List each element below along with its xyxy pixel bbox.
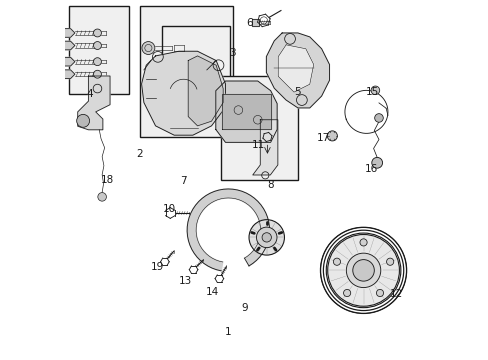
Polygon shape (222, 94, 270, 130)
Polygon shape (278, 45, 313, 92)
Bar (162, 26, 230, 103)
Text: 19: 19 (150, 262, 163, 272)
Circle shape (93, 41, 101, 49)
Circle shape (371, 157, 382, 168)
Circle shape (359, 239, 366, 246)
Bar (69, 6, 129, 94)
Polygon shape (251, 19, 258, 26)
Polygon shape (61, 29, 75, 37)
Text: 3: 3 (228, 48, 235, 58)
Circle shape (98, 193, 106, 201)
Text: 8: 8 (267, 180, 274, 190)
Text: 14: 14 (205, 287, 219, 297)
Circle shape (374, 114, 383, 122)
Text: 6: 6 (246, 18, 253, 28)
Circle shape (376, 289, 383, 297)
Circle shape (346, 253, 380, 288)
Polygon shape (215, 81, 277, 142)
Circle shape (370, 86, 379, 95)
Circle shape (386, 258, 393, 265)
Text: 18: 18 (101, 175, 114, 185)
Circle shape (333, 258, 340, 265)
Circle shape (248, 220, 284, 255)
Circle shape (142, 41, 155, 54)
Text: 11: 11 (252, 140, 265, 150)
Circle shape (256, 227, 276, 248)
Polygon shape (142, 51, 225, 135)
Bar (140, 6, 233, 137)
Text: 9: 9 (241, 303, 247, 314)
Circle shape (326, 131, 337, 141)
Circle shape (343, 289, 350, 297)
Text: 5: 5 (293, 87, 300, 97)
Polygon shape (252, 120, 277, 175)
Text: 10: 10 (163, 204, 175, 215)
Polygon shape (187, 189, 269, 271)
Text: 4: 4 (86, 89, 93, 99)
Circle shape (352, 260, 373, 281)
Circle shape (93, 70, 101, 78)
Polygon shape (61, 70, 75, 78)
Text: 16: 16 (365, 163, 378, 174)
Polygon shape (61, 41, 75, 50)
Polygon shape (266, 33, 329, 108)
Circle shape (93, 58, 101, 66)
Polygon shape (188, 56, 223, 126)
Circle shape (93, 29, 101, 37)
Polygon shape (78, 76, 110, 130)
Text: 2: 2 (136, 149, 143, 159)
Circle shape (262, 233, 271, 242)
Text: 17: 17 (316, 133, 329, 143)
Polygon shape (61, 57, 75, 66)
Text: 12: 12 (389, 289, 402, 299)
Circle shape (327, 234, 399, 306)
Text: 15: 15 (366, 87, 379, 97)
Circle shape (77, 114, 89, 127)
Text: 1: 1 (224, 327, 231, 337)
Bar (221, 76, 298, 180)
Text: 7: 7 (180, 176, 186, 186)
Text: 13: 13 (178, 276, 192, 286)
